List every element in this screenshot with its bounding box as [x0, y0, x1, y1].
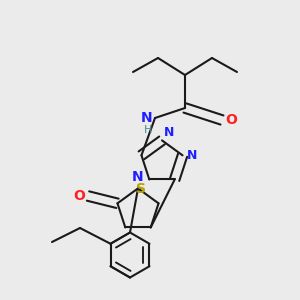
Text: N: N — [164, 126, 174, 139]
Text: N: N — [132, 170, 144, 184]
Text: O: O — [225, 113, 237, 127]
Text: N: N — [187, 149, 197, 162]
Text: H: H — [144, 124, 153, 135]
Text: N: N — [141, 111, 153, 125]
Text: O: O — [73, 189, 85, 203]
Text: S: S — [136, 182, 146, 197]
